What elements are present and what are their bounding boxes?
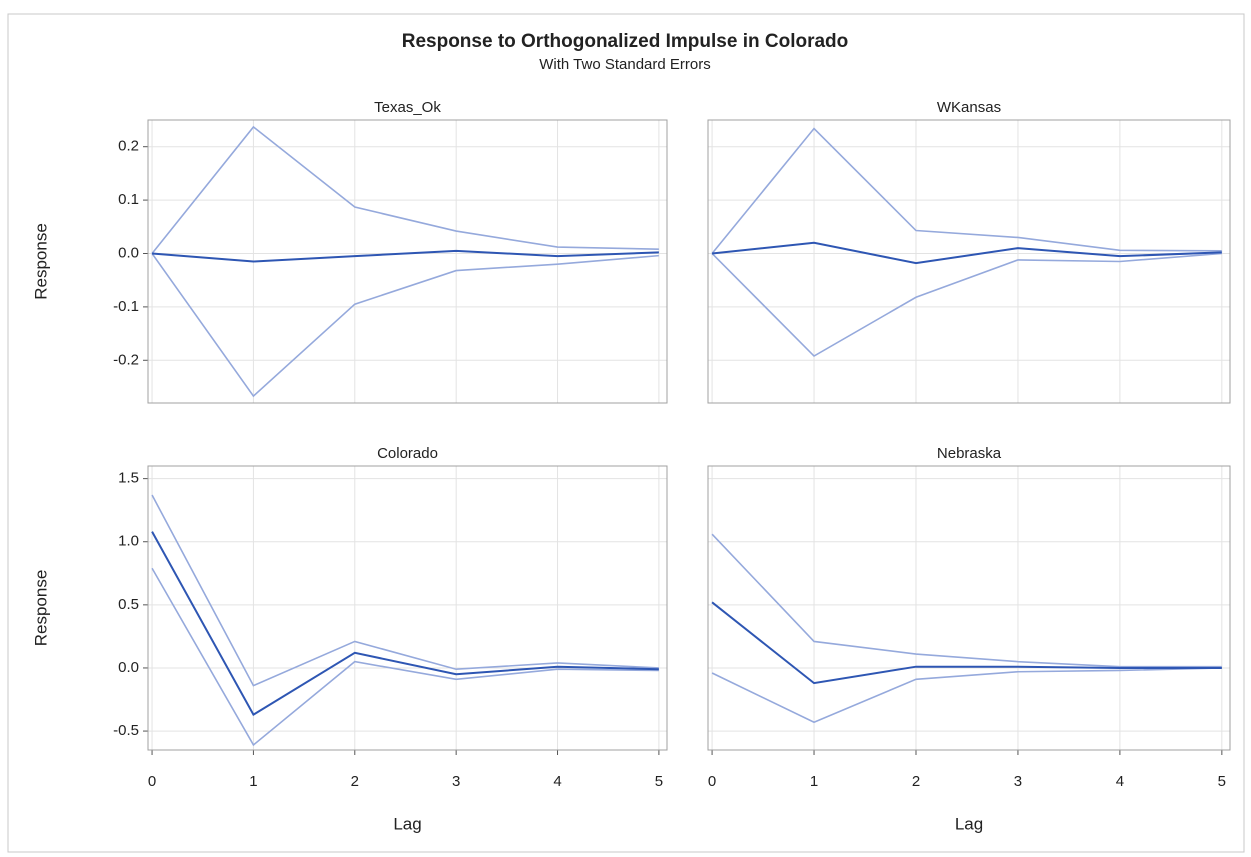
series-line — [151, 494, 659, 687]
y-tick-label: 0.0 — [118, 659, 139, 676]
panel-title: Texas_Ok — [374, 99, 441, 116]
x-tick-label: 4 — [1116, 773, 1124, 790]
series-line — [711, 252, 1222, 358]
series-line — [711, 601, 1222, 685]
series-line — [151, 567, 659, 747]
plot-frame — [147, 465, 668, 751]
y-axis-label: Response — [31, 223, 50, 300]
y-tick-label: 0.0 — [118, 244, 139, 261]
plot-frame — [707, 119, 1231, 404]
x-tick-label: 4 — [553, 773, 561, 790]
panel-title: WKansas — [937, 99, 1001, 116]
x-tick-label: 0 — [148, 773, 156, 790]
chart-subtitle: With Two Standard Errors — [539, 56, 710, 73]
x-tick-label: 2 — [351, 773, 359, 790]
y-tick-label: -0.2 — [113, 351, 139, 368]
y-tick-label: 0.2 — [118, 138, 139, 155]
x-tick-label: 1 — [249, 773, 257, 790]
y-tick-label: 1.0 — [118, 533, 139, 550]
x-axis-label: Lag — [955, 814, 983, 833]
plot-frame — [707, 465, 1231, 751]
x-tick-label: 5 — [1218, 773, 1226, 790]
x-tick-label: 0 — [708, 773, 716, 790]
panel-title: Nebraska — [937, 445, 1002, 462]
y-tick-label: 0.1 — [118, 191, 139, 208]
x-tick-label: 1 — [810, 773, 818, 790]
plot-frame — [147, 119, 668, 404]
x-tick-label: 3 — [1014, 773, 1022, 790]
x-tick-label: 5 — [655, 773, 663, 790]
y-tick-label: -0.5 — [113, 722, 139, 739]
series-line — [151, 531, 659, 717]
x-tick-label: 2 — [912, 773, 920, 790]
series-line — [711, 533, 1222, 668]
outer-frame — [7, 13, 1245, 853]
y-tick-label: 0.5 — [118, 596, 139, 613]
x-axis-label: Lag — [393, 814, 421, 833]
series-line — [151, 249, 659, 263]
chart-title: Response to Orthogonalized Impulse in Co… — [402, 31, 849, 52]
series-line — [151, 253, 659, 398]
y-tick-label: -0.1 — [113, 298, 139, 315]
series-line — [711, 241, 1222, 265]
x-tick-label: 3 — [452, 773, 460, 790]
series-line — [711, 127, 1222, 254]
series-line — [711, 667, 1222, 724]
y-tick-label: 1.5 — [118, 470, 139, 487]
series-line — [151, 125, 659, 254]
y-axis-label: Response — [31, 570, 50, 647]
panel-title: Colorado — [377, 445, 438, 462]
